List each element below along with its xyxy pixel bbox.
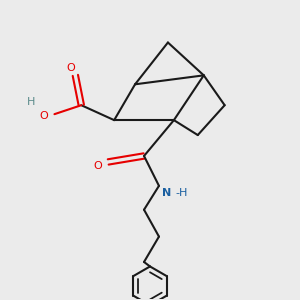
Text: -H: -H xyxy=(175,188,188,198)
Text: N: N xyxy=(162,188,171,198)
Text: O: O xyxy=(93,161,102,171)
Text: O: O xyxy=(40,111,48,121)
Text: O: O xyxy=(67,63,75,73)
Text: H: H xyxy=(27,97,35,106)
